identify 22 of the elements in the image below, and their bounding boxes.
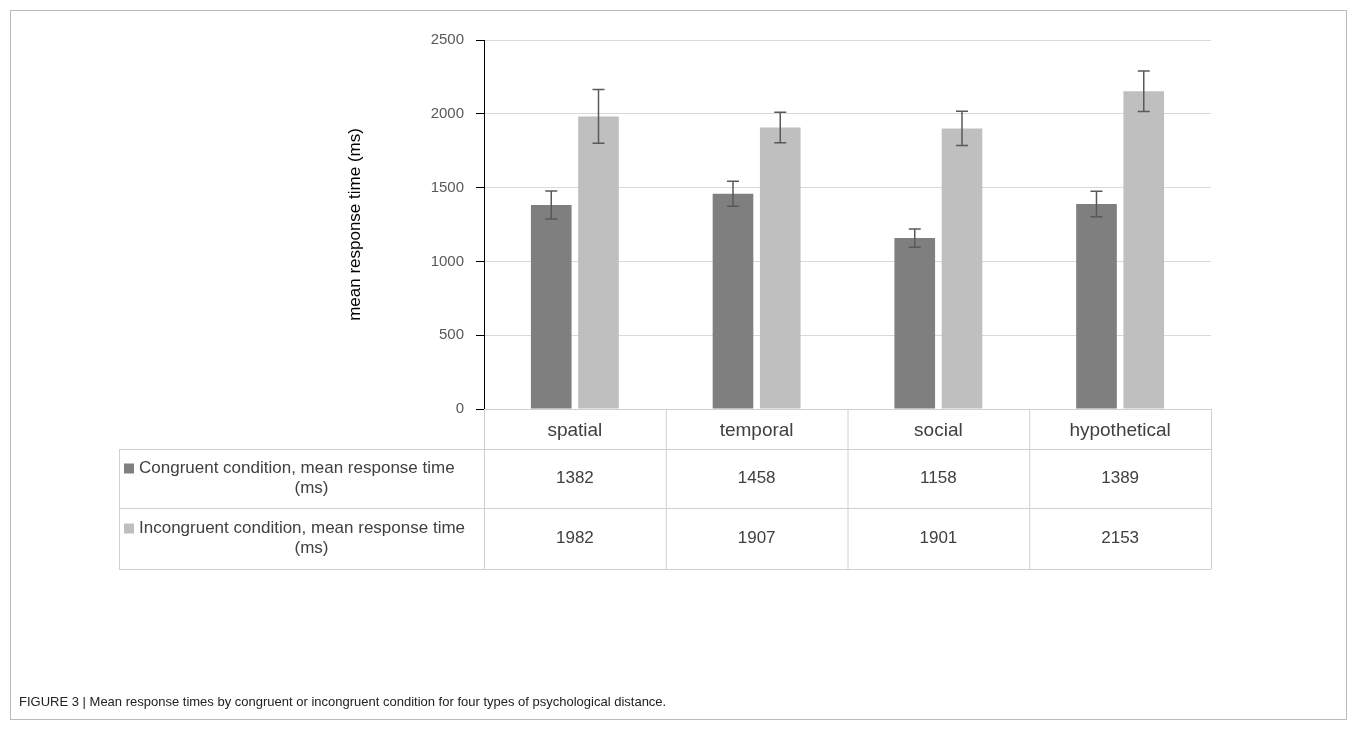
y-axis-title: mean response time (ms)	[344, 128, 364, 321]
data-label: 2153	[1101, 528, 1140, 548]
legend-label: Incongruent condition, mean response time (ms)	[139, 518, 466, 558]
data-label: 1389	[1101, 468, 1140, 488]
y-tick-label: 0	[455, 399, 464, 417]
data-label: 1158	[920, 468, 957, 488]
data-label: 1382	[555, 468, 594, 488]
x-tick-label: temporal	[719, 418, 794, 440]
y-tick-label: 500	[438, 325, 464, 343]
data-label: 1901	[919, 528, 958, 548]
data-label: 1982	[555, 528, 594, 548]
x-tick-label: spatial	[547, 418, 603, 440]
legend-label: Congruent condition, mean response time (ms)	[139, 458, 455, 498]
y-tick-label: 1500	[430, 177, 464, 195]
x-tick-label: social	[914, 418, 963, 440]
caption: FIGURE 3 | Mean response times by congruent or incongruent condition for four types of psychological distance.	[19, 694, 667, 709]
data-label: 1458	[737, 468, 776, 488]
y-tick-label: 2000	[430, 103, 464, 121]
x-tick-label: hypothetical	[1069, 418, 1171, 440]
data-label: 1907	[737, 528, 776, 548]
y-tick-label: 2500	[430, 30, 464, 48]
y-tick-label: 1000	[430, 251, 464, 269]
